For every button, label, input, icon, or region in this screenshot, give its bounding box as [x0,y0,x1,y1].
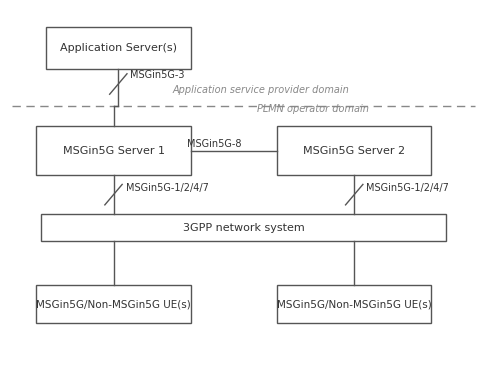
Text: MSGin5G/Non-MSGin5G UE(s): MSGin5G/Non-MSGin5G UE(s) [36,299,191,309]
Text: MSGin5G-1/2/4/7: MSGin5G-1/2/4/7 [366,183,449,193]
Bar [37,126,190,175]
Text: MSGin5G-8: MSGin5G-8 [187,139,242,149]
Text: MSGin5G-1/2/4/7: MSGin5G-1/2/4/7 [126,183,208,193]
Bar [277,285,431,324]
Bar [46,27,190,69]
Text: MSGin5G Server 2: MSGin5G Server 2 [303,146,405,156]
Text: MSGin5G Server 1: MSGin5G Server 1 [62,146,165,156]
Text: MSGin5G/Non-MSGin5G UE(s): MSGin5G/Non-MSGin5G UE(s) [277,299,431,309]
Text: Application service provider domain: Application service provider domain [173,85,349,95]
Text: 3GPP network system: 3GPP network system [183,223,304,233]
Bar [37,285,190,324]
Text: MSGin5G-3: MSGin5G-3 [131,70,185,81]
Bar [277,126,431,175]
Text: Application Server(s): Application Server(s) [60,43,177,53]
Bar [41,214,446,241]
Text: PLMN operator domain: PLMN operator domain [257,104,369,114]
